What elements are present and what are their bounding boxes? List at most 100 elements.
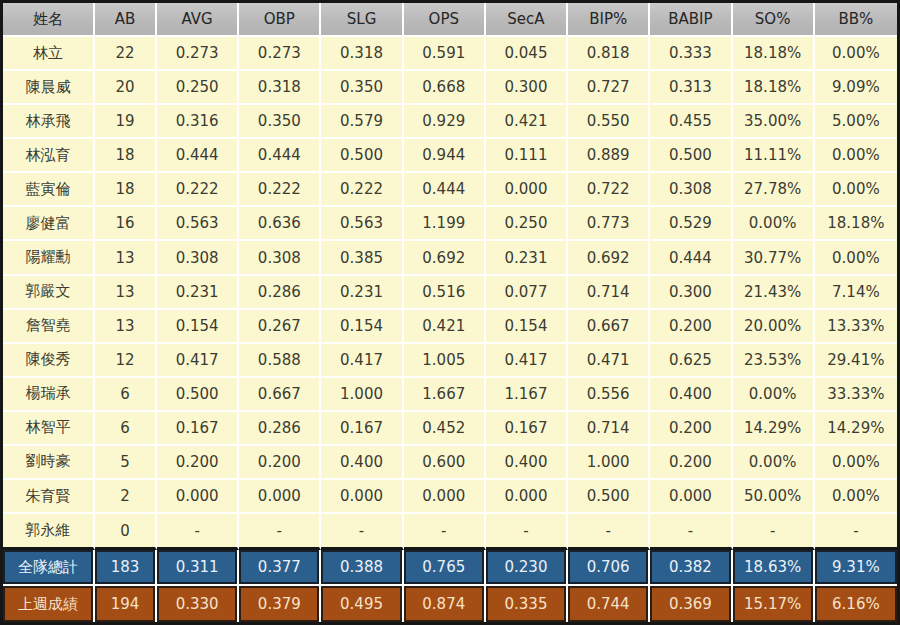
table-header: 姓名ABAVGOBPSLGOPSSecABIP%BABIPSO%BB%: [3, 3, 897, 37]
stat-cell: 0.154: [486, 310, 568, 344]
player-name-cell: 朱育賢: [3, 480, 95, 514]
player-row: 林承飛190.3160.3500.5790.9290.4210.5500.455…: [3, 105, 897, 139]
stat-cell: 0.455: [650, 105, 732, 139]
stat-cell: 0.222: [157, 173, 239, 207]
stat-cell: 11.11%: [733, 139, 815, 173]
team-total-stat-cell: 0.388: [321, 550, 403, 586]
stat-cell: 0.600: [404, 446, 486, 480]
stat-cell: 0.818: [568, 37, 650, 71]
stat-cell: 0.333: [650, 37, 732, 71]
stat-cell: 0.00%: [815, 37, 897, 71]
stat-cell: 0.714: [568, 276, 650, 310]
player-row: 林立220.2730.2730.3180.5910.0450.8180.3331…: [3, 37, 897, 71]
stat-cell: 0.625: [650, 344, 732, 378]
last-week-stat-cell: 15.17%: [733, 586, 815, 622]
player-row: 林泓育180.4440.4440.5000.9440.1110.8890.500…: [3, 139, 897, 173]
player-name-cell: 楊瑞承: [3, 378, 95, 412]
stat-cell: 0.722: [568, 173, 650, 207]
stat-cell: 6: [95, 378, 157, 412]
stat-cell: 0.167: [157, 412, 239, 446]
stat-cell: 0.889: [568, 139, 650, 173]
stat-cell: -: [815, 514, 897, 550]
stat-cell: 27.78%: [733, 173, 815, 207]
stat-cell: 0.516: [404, 276, 486, 310]
stat-cell: 0.154: [321, 310, 403, 344]
team-total-stat-cell: 0.230: [486, 550, 568, 586]
header-cell-stat: AB: [95, 3, 157, 37]
player-row: 陳俊秀120.4170.5880.4171.0050.4170.4710.625…: [3, 344, 897, 378]
stat-cell: 0.300: [486, 71, 568, 105]
stat-cell: 0.417: [486, 344, 568, 378]
player-name-cell: 林承飛: [3, 105, 95, 139]
stat-cell: 0.500: [650, 139, 732, 173]
stat-cell: 0.00%: [815, 446, 897, 480]
stat-cell: 9.09%: [815, 71, 897, 105]
stat-cell: 0.111: [486, 139, 568, 173]
player-name-cell: 廖健富: [3, 207, 95, 241]
player-row: 郭永維0---------: [3, 514, 897, 550]
stat-cell: 0.417: [321, 344, 403, 378]
last-week-stat-cell: 0.495: [321, 586, 403, 622]
team-total-label-cell: 全隊總計: [3, 550, 95, 586]
last-week-stat-cell: 0.379: [239, 586, 321, 622]
stat-cell: -: [404, 514, 486, 550]
player-row: 楊瑞承60.5000.6671.0001.6671.1670.5560.4000…: [3, 378, 897, 412]
stat-cell: -: [239, 514, 321, 550]
stat-cell: 0.667: [568, 310, 650, 344]
stat-cell: 5.00%: [815, 105, 897, 139]
stat-cell: 0.300: [650, 276, 732, 310]
stat-cell: 0.200: [157, 446, 239, 480]
stat-cell: 0.400: [650, 378, 732, 412]
player-row: 藍寅倫180.2220.2220.2220.4440.0000.7220.308…: [3, 173, 897, 207]
stat-cell: 0.250: [486, 207, 568, 241]
stat-cell: 1.199: [404, 207, 486, 241]
stat-cell: 0.500: [157, 378, 239, 412]
stat-cell: 0.636: [239, 207, 321, 241]
team-total-stat-cell: 18.63%: [733, 550, 815, 586]
stat-cell: 1.167: [486, 378, 568, 412]
stat-cell: 0.421: [404, 310, 486, 344]
player-row: 廖健富160.5630.6360.5631.1990.2500.7730.529…: [3, 207, 897, 241]
stat-cell: 0.500: [321, 139, 403, 173]
stat-cell: 0.267: [239, 310, 321, 344]
stat-cell: 13: [95, 276, 157, 310]
player-name-cell: 詹智堯: [3, 310, 95, 344]
stat-cell: 0.273: [239, 37, 321, 71]
stat-cell: 0.000: [157, 480, 239, 514]
stat-cell: 0.308: [650, 173, 732, 207]
stat-cell: 0.200: [650, 446, 732, 480]
stat-cell: 0.00%: [733, 378, 815, 412]
header-cell-name: 姓名: [3, 3, 95, 37]
stat-cell: 0.350: [239, 105, 321, 139]
team-total-stat-cell: 0.765: [404, 550, 486, 586]
stat-cell: 0.692: [404, 241, 486, 275]
stat-cell: 18.18%: [733, 37, 815, 71]
stat-cell: 0.400: [321, 446, 403, 480]
stat-cell: 0.313: [650, 71, 732, 105]
stat-cell: 0.444: [404, 173, 486, 207]
stat-cell: 0.200: [650, 412, 732, 446]
stat-cell: 0.167: [486, 412, 568, 446]
stat-cell: 0.308: [157, 241, 239, 275]
stat-cell: 0.231: [157, 276, 239, 310]
player-row: 詹智堯130.1540.2670.1540.4210.1540.6670.200…: [3, 310, 897, 344]
stat-cell: 20.00%: [733, 310, 815, 344]
player-row: 陳晨威200.2500.3180.3500.6680.3000.7270.313…: [3, 71, 897, 105]
stat-cell: 0.385: [321, 241, 403, 275]
stat-cell: 0.286: [239, 412, 321, 446]
stat-cell: 0.000: [486, 173, 568, 207]
team-total-stat-cell: 0.311: [157, 550, 239, 586]
stat-cell: 0.471: [568, 344, 650, 378]
stat-cell: 0.944: [404, 139, 486, 173]
player-name-cell: 郭嚴文: [3, 276, 95, 310]
stat-cell: 0.222: [239, 173, 321, 207]
player-name-cell: 郭永維: [3, 514, 95, 550]
stat-cell: 0.400: [486, 446, 568, 480]
header-cell-stat: AVG: [157, 3, 239, 37]
stat-cell: 18: [95, 139, 157, 173]
stat-cell: 14.29%: [733, 412, 815, 446]
stat-cell: 0.045: [486, 37, 568, 71]
player-name-cell: 陳晨威: [3, 71, 95, 105]
stat-cell: 0.250: [157, 71, 239, 105]
player-name-cell: 林智平: [3, 412, 95, 446]
